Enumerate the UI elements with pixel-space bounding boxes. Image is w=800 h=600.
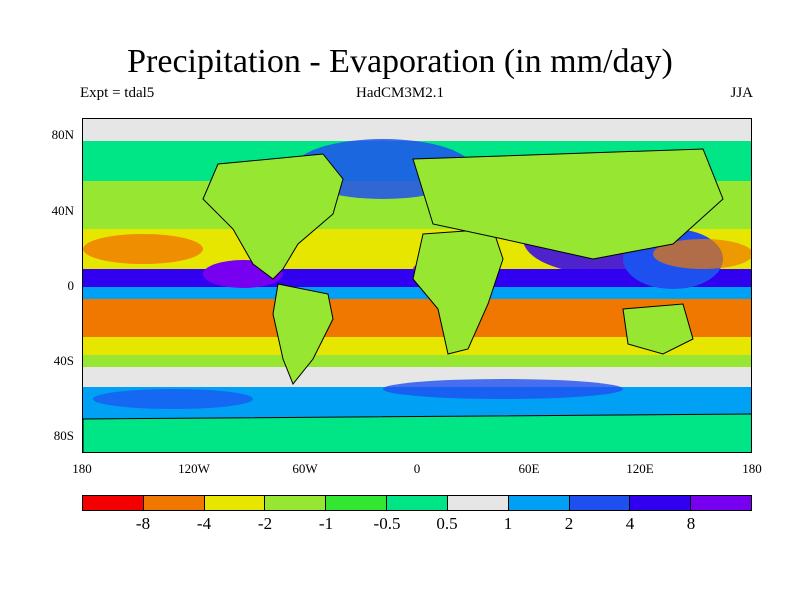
colorbar-segment [447, 496, 509, 510]
colorbar-segment [265, 496, 327, 510]
lon-tick-label: 60W [292, 461, 318, 476]
colorbar-label: -1 [318, 514, 334, 533]
map-title: Precipitation - Evaporation (in mm/day) [127, 43, 673, 80]
colorbar-segment [326, 496, 388, 510]
colorbar-label: 0.5 [436, 514, 458, 533]
lat-tick-label: 80S [53, 428, 74, 443]
lon-tick-label: 180 [72, 461, 92, 476]
season-label: JJA [730, 85, 753, 101]
model-label: HadCM3M2.1 [356, 85, 444, 101]
lat-tick-label: 0 [67, 278, 75, 293]
lon-tick-label: 120E [626, 461, 654, 476]
lon-tick-label: 180 [742, 461, 762, 476]
colorbar-segment [387, 496, 448, 510]
colorbar-label: 4 [625, 514, 635, 533]
colorbar-segment [569, 496, 631, 510]
colorbar-label: -0.5 [373, 514, 401, 533]
colorbar-label: -4 [196, 514, 212, 533]
colorbar-label: 8 [686, 514, 696, 533]
map-canvas [83, 119, 751, 452]
lat-tick-label: 80N [51, 127, 74, 142]
lat-tick-label: 40N [51, 203, 74, 218]
lon-tick-label: 0 [413, 461, 421, 476]
colorbar-segment [691, 496, 751, 510]
colorbar [82, 495, 752, 511]
colorbar-label: -2 [257, 514, 273, 533]
lon-tick-label: 120W [178, 461, 210, 476]
lat-tick-label: 40S [53, 353, 74, 368]
colorbar-segment [143, 496, 205, 510]
colorbar-segment [204, 496, 266, 510]
lon-tick-label: 60E [518, 461, 540, 476]
colorbar-segment [630, 496, 692, 510]
colorbar-label: 1 [503, 514, 513, 533]
colorbar-label: 2 [564, 514, 574, 533]
experiment-label: Expt = tdal5 [80, 85, 155, 101]
precipitation-map [82, 118, 752, 453]
colorbar-label: -8 [135, 514, 151, 533]
colorbar-segment [83, 496, 144, 510]
colorbar-segment [508, 496, 570, 510]
